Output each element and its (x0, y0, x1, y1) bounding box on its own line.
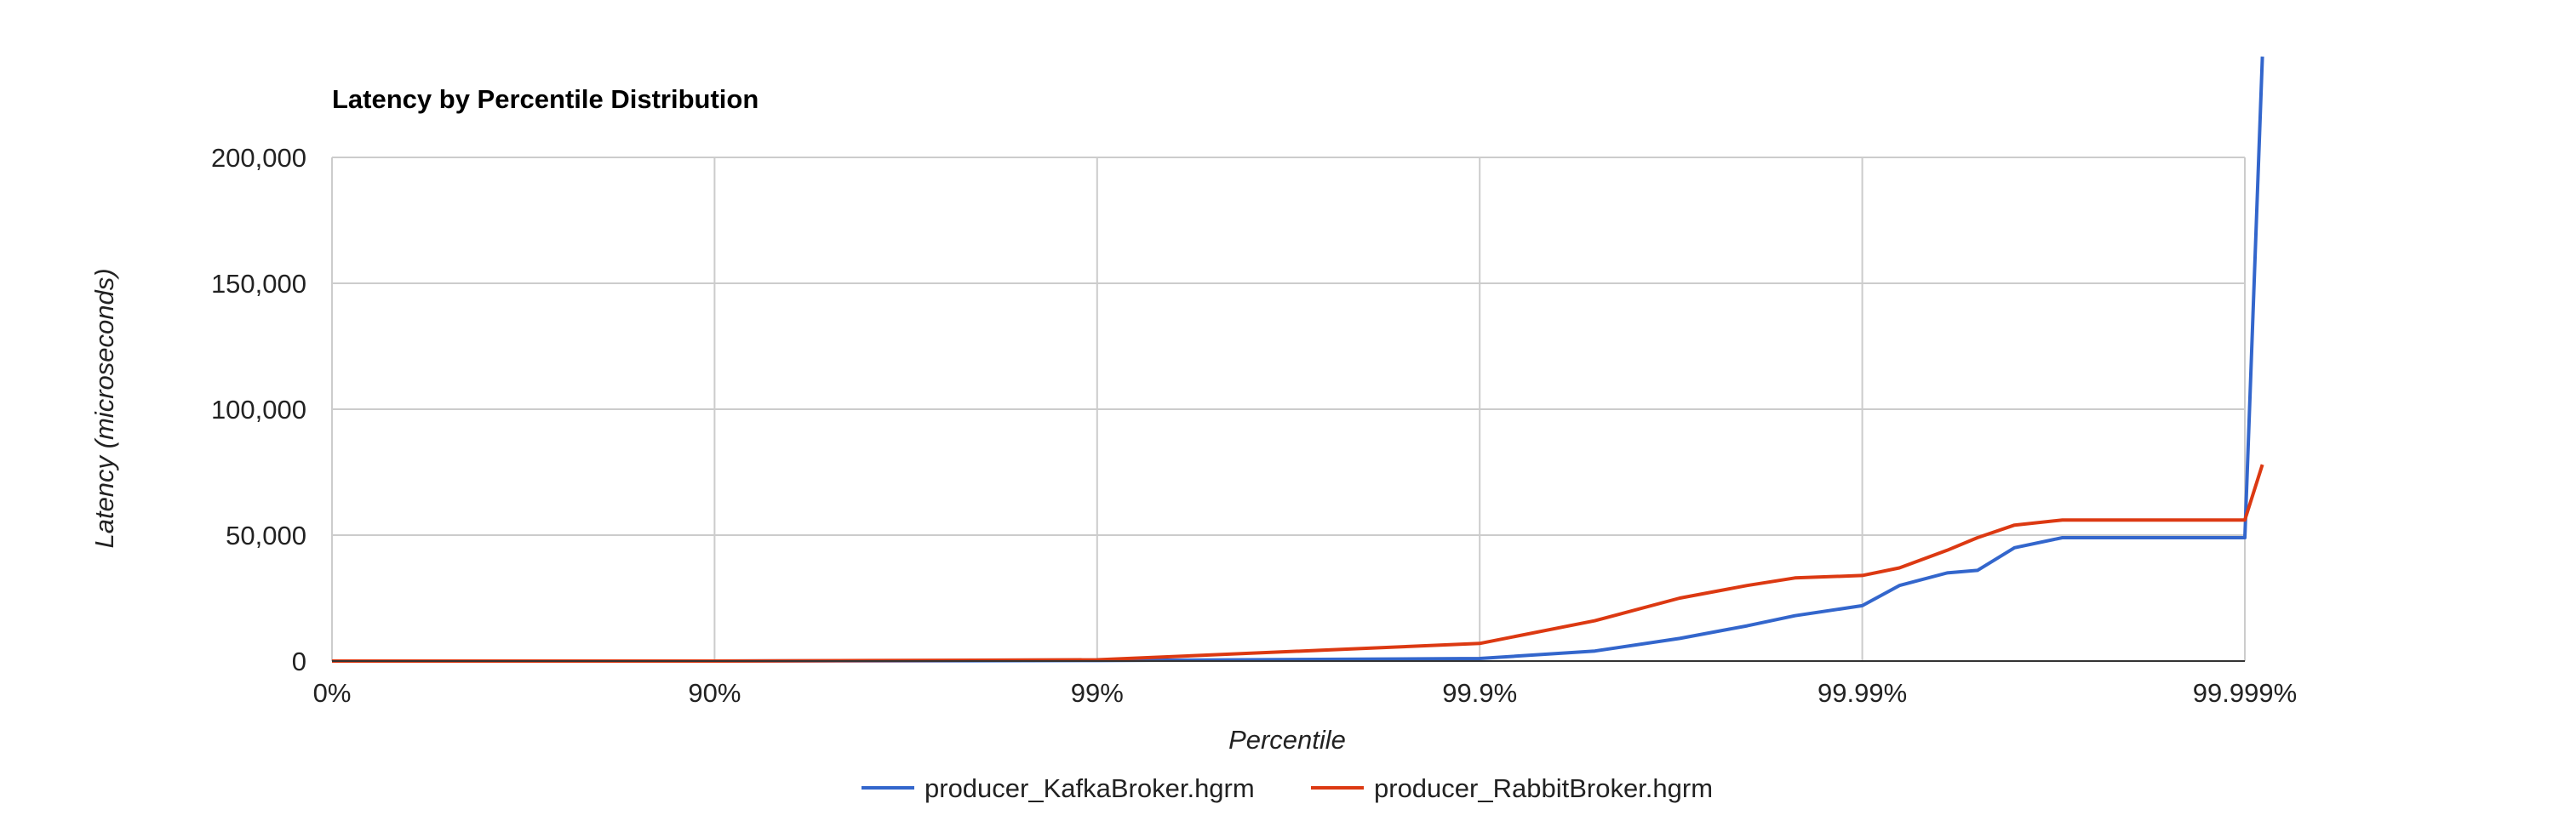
series-layer (332, 56, 2264, 663)
y-tick-label: 150,000 (211, 269, 306, 299)
series-line-2 (332, 464, 2264, 663)
grid-layer (331, 157, 2246, 661)
x-tick-label: 99.9% (1442, 678, 1517, 708)
legend: producer_KafkaBroker.hgrm producer_Rabbit… (862, 773, 1713, 803)
y-tick-label: 100,000 (211, 395, 306, 425)
legend-label: producer_KafkaBroker.hgrm (924, 773, 1255, 803)
x-tick-label: 90% (688, 678, 741, 708)
x-tick-label: 99.999% (2193, 678, 2297, 708)
x-axis-title: Percentile (1228, 725, 1346, 755)
axis-layer: 0 50,000 100,000 150,000 200,000 0% 90% 99% 99.9… (211, 143, 2297, 708)
x-tick-label: 99% (1071, 678, 1124, 708)
y-tick-label: 50,000 (226, 521, 306, 550)
x-tick-label: 99.99% (1818, 678, 1907, 708)
x-tick-label: 0% (313, 678, 352, 708)
legend-label: producer_RabbitBroker.hgrm (1374, 773, 1713, 803)
chart-title: Latency by Percentile Distribution (332, 84, 758, 114)
y-tick-label: 0 (292, 647, 306, 676)
series-line-1 (332, 56, 2264, 663)
y-tick-label: 200,000 (211, 143, 306, 173)
y-axis-title: Latency (microseconds) (89, 268, 119, 548)
